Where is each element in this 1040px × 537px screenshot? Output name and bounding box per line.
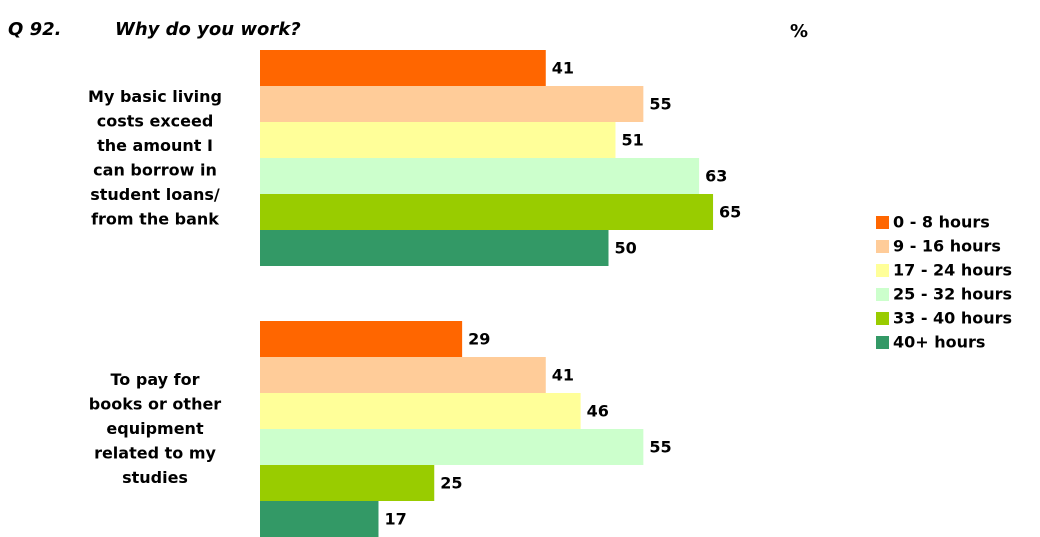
legend-swatch (876, 336, 889, 349)
chart-title: Why do you work? (115, 19, 301, 40)
legend-label: 0 - 8 hours (893, 213, 990, 232)
value-label: 41 (552, 59, 574, 78)
category-label: To pay for books or other equipment related… (89, 370, 222, 487)
bar (260, 122, 616, 158)
value-label: 50 (615, 239, 637, 258)
legend-swatch (876, 288, 889, 301)
legend-label: 25 - 32 hours (893, 285, 1012, 304)
legend-label: 40+ hours (893, 333, 985, 352)
unit-label: % (790, 21, 808, 42)
bar (260, 465, 435, 501)
legend-swatch (876, 264, 889, 277)
value-label: 29 (468, 330, 490, 349)
bar (260, 501, 379, 537)
bar (260, 194, 714, 230)
bar (260, 393, 581, 429)
legend-label: 9 - 16 hours (893, 237, 1001, 256)
bar (260, 429, 644, 465)
value-label: 65 (719, 203, 741, 222)
value-label: 51 (621, 131, 643, 150)
value-label: 46 (587, 402, 609, 421)
legend-label: 33 - 40 hours (893, 309, 1012, 328)
value-label: 55 (649, 438, 671, 457)
value-label: 17 (384, 510, 406, 529)
legend-swatch (876, 240, 889, 253)
legend-swatch (876, 312, 889, 325)
legend-label: 17 - 24 hours (893, 261, 1012, 280)
value-label: 63 (705, 167, 727, 186)
bar (260, 86, 644, 122)
value-label: 41 (552, 366, 574, 385)
value-label: 25 (440, 474, 462, 493)
legend-swatch (876, 216, 889, 229)
bar (260, 321, 463, 357)
bar (260, 357, 546, 393)
value-label: 55 (649, 95, 671, 114)
question-number: Q 92. (8, 19, 61, 40)
bar (260, 158, 700, 194)
bar (260, 230, 609, 266)
bar (260, 50, 546, 86)
